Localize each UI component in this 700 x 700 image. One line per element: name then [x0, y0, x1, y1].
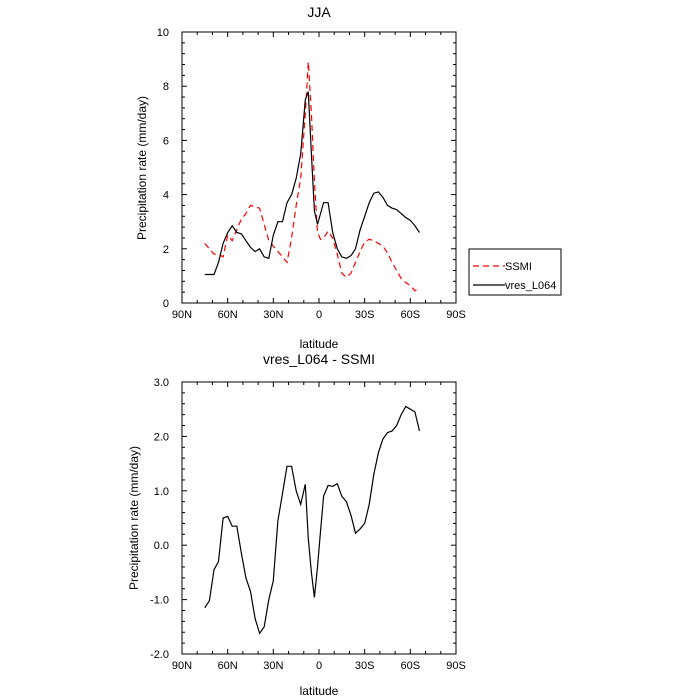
bottom-x-tick-label: 60S [401, 660, 421, 672]
bottom-y-axis-label: Precipitation rate (mm/day) [127, 446, 141, 590]
top-y-tick-label: 8 [163, 81, 169, 93]
bottom-panel-title: vres_L064 - SSMI [263, 351, 375, 367]
top-y-tick-label: 0 [163, 298, 169, 310]
bottom-x-tick-label: 30S [355, 660, 375, 672]
top-x-tick-label: 90N [172, 309, 192, 321]
bottom-x-tick-label: 60N [218, 660, 238, 672]
top-y-tick-label: 6 [163, 135, 169, 147]
top-y-tick-label: 4 [163, 190, 169, 202]
bottom-panel: vres_L064 - SSMI 90N 60N 30N 0 30S 60S 90S -2.… [127, 351, 466, 698]
bottom-x-axis: 90N 60N 30N 0 30S 60S 90S [172, 382, 466, 672]
legend: SSMI vres_L064 [468, 248, 562, 296]
top-x-tick-label: 30N [263, 309, 283, 321]
legend-label-vres: vres_L064 [505, 280, 556, 292]
top-x-axis-label: latitude [300, 337, 339, 351]
top-x-tick-label: 30S [355, 309, 375, 321]
top-y-axis-label: Precipitation rate (mm/day) [135, 96, 149, 240]
top-x-axis: 90N 60N 30N 0 30S 60S 90S [172, 32, 466, 321]
top-y-tick-label: 2 [163, 244, 169, 256]
top-y-tick-label: 10 [157, 27, 169, 39]
bottom-x-tick-label: 90S [446, 660, 466, 672]
bottom-y-tick-label: 0.0 [154, 540, 169, 552]
bottom-y-tick-label: -2.0 [150, 649, 169, 661]
bottom-y-tick-label: 2.0 [154, 431, 169, 443]
legend-label-ssmi: SSMI [505, 261, 532, 273]
top-x-tick-label: 90S [446, 309, 466, 321]
bottom-x-axis-label: latitude [300, 684, 339, 698]
bottom-y-tick-label: -1.0 [150, 595, 169, 607]
top-y-axis: 0 2 4 6 8 10 [157, 27, 456, 310]
top-series-lines [204, 61, 420, 292]
top-series-line-vres-l064 [204, 91, 420, 276]
bottom-series-line-difference [204, 405, 421, 635]
bottom-y-tick-label: 3.0 [154, 377, 169, 389]
bottom-y-tick-label: 1.0 [154, 486, 169, 498]
top-panel-title: JJA [307, 4, 331, 20]
top-plot-frame [181, 31, 457, 304]
top-series-line-ssmi [204, 61, 420, 292]
top-x-tick-label: 60S [401, 309, 421, 321]
bottom-x-tick-label: 90N [172, 660, 192, 672]
bottom-x-tick-label: 30N [263, 660, 283, 672]
bottom-x-tick-label: 0 [316, 660, 322, 672]
bottom-series-lines [204, 405, 421, 635]
legend-box [468, 248, 562, 296]
top-x-tick-label: 60N [218, 309, 238, 321]
bottom-y-axis: -2.0 -1.0 0.0 1.0 2.0 3.0 [150, 377, 456, 661]
top-panel: JJA 90N 60N 30N 0 30S 60S 90S 0 2 4 6 8 10 latitude… [135, 4, 562, 351]
top-x-tick-label: 0 [316, 309, 322, 321]
